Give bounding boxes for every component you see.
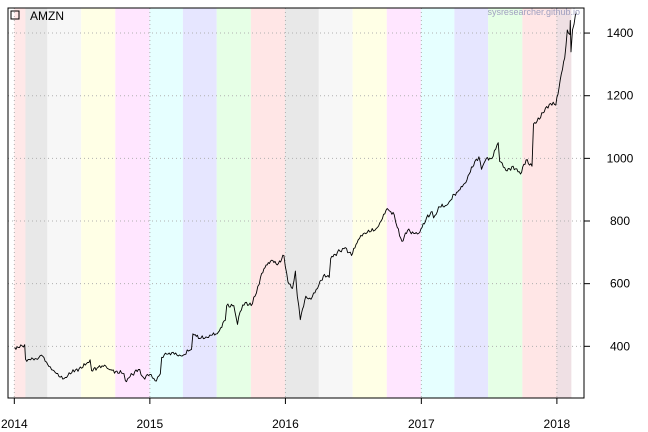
band-8 xyxy=(250,8,286,398)
band-10 xyxy=(318,8,353,398)
band-14 xyxy=(454,8,489,398)
x-tick-label-2015: 2015 xyxy=(137,417,164,431)
band-5 xyxy=(149,8,183,398)
band-15 xyxy=(488,8,523,398)
series-line-amzn xyxy=(14,12,577,383)
y-tick-label-800: 800 xyxy=(610,214,630,228)
x-tick-label-2014: 2014 xyxy=(1,417,28,431)
band-2 xyxy=(47,8,82,398)
y-tick-label-600: 600 xyxy=(610,277,630,291)
band-4 xyxy=(115,8,150,398)
watermark-text: sysresearcher.github.io xyxy=(487,7,580,17)
band-13 xyxy=(420,8,455,398)
y-tick-label-1200: 1200 xyxy=(607,89,634,103)
band-11 xyxy=(352,8,387,398)
band-12 xyxy=(386,8,421,398)
series-layer xyxy=(14,12,577,383)
y-tick-label-400: 400 xyxy=(610,339,630,353)
legend-label-amzn: AMZN xyxy=(30,9,64,23)
band-1 xyxy=(25,8,48,398)
legend: AMZN xyxy=(10,9,64,23)
x-tick-label-2016: 2016 xyxy=(272,417,299,431)
grid-lines xyxy=(8,8,584,398)
band-6 xyxy=(182,8,217,398)
legend-swatch-amzn xyxy=(10,10,20,20)
band-9 xyxy=(285,8,319,398)
x-tick-label-2017: 2017 xyxy=(408,417,435,431)
y-tick-label-1000: 1000 xyxy=(607,151,634,165)
band-17 xyxy=(556,8,572,398)
band-16 xyxy=(522,8,557,398)
y-axis: 400 600 800 1000 1200 1400 xyxy=(584,26,634,353)
y-tick-label-1400: 1400 xyxy=(607,26,634,40)
background-bands xyxy=(14,8,572,398)
band-7 xyxy=(216,8,251,398)
band-3 xyxy=(81,8,116,398)
x-axis: 2014 2015 2016 2017 2018 xyxy=(1,398,571,431)
plot-frame xyxy=(7,7,585,399)
band-0 xyxy=(14,8,26,398)
x-tick-label-2018: 2018 xyxy=(544,417,571,431)
